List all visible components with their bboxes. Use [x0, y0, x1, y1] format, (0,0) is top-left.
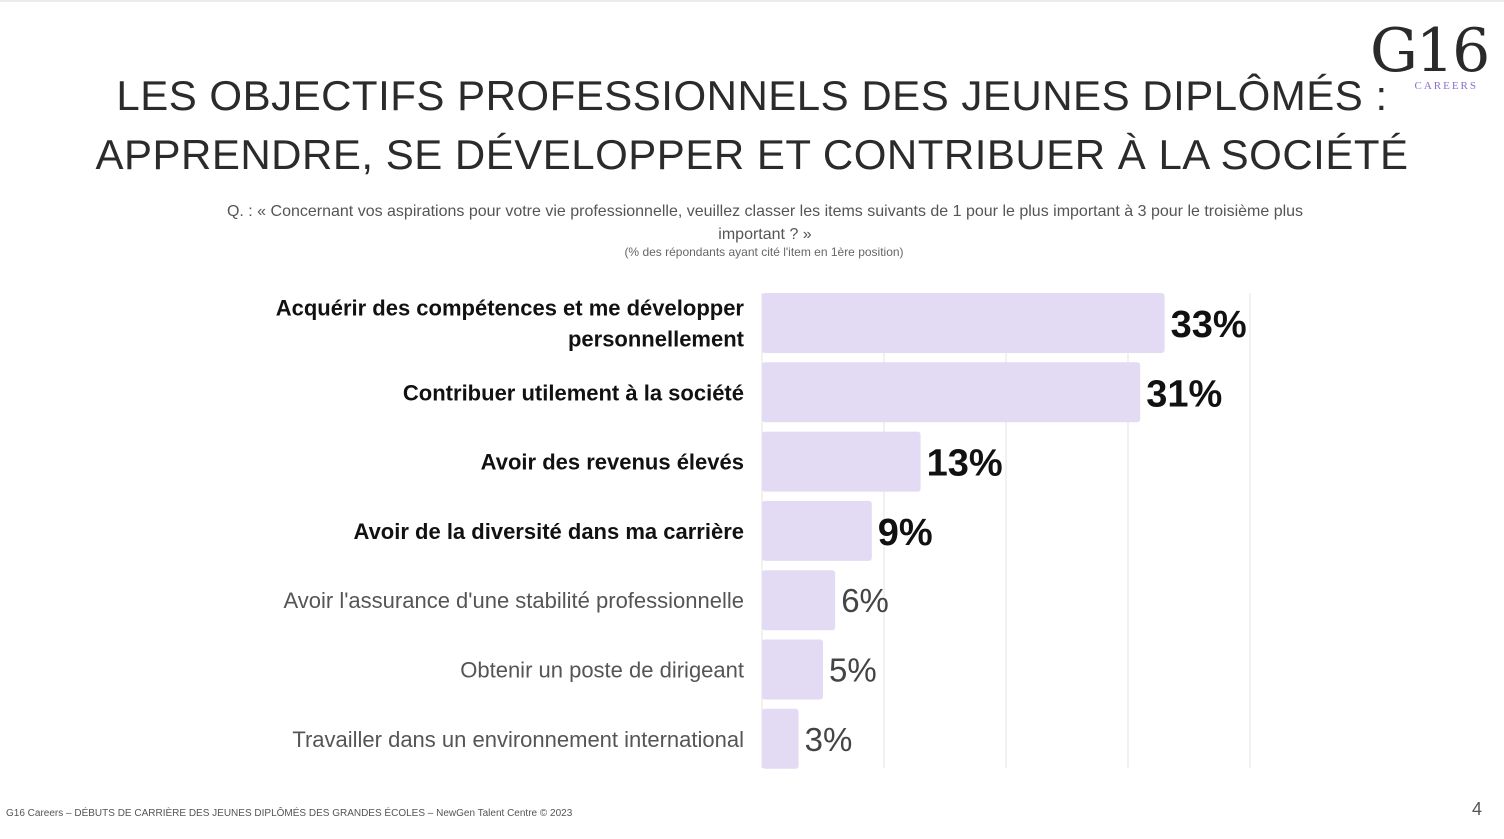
value-label-4: 9%	[878, 512, 933, 554]
category-label-7-line-1: Travailler dans un environnement interna…	[292, 727, 744, 752]
bar-6	[762, 639, 823, 700]
logo-subtitle: CAREERS	[1414, 80, 1478, 92]
bar-layer	[762, 293, 1165, 769]
survey-note: (% des répondants ayant cité l'item en 1…	[624, 245, 904, 259]
slide-title-line-1: LES OBJECTIFS PROFESSIONNELS DES JEUNES …	[116, 72, 1388, 119]
category-label-5-line-1: Avoir l'assurance d'une stabilité profes…	[284, 588, 745, 613]
value-label-6: 5%	[829, 652, 877, 689]
category-label-4-line-1: Avoir de la diversité dans ma carrière	[354, 519, 745, 544]
page-number: 4	[1471, 799, 1482, 819]
category-label-6: Obtenir un poste de dirigeant	[460, 658, 744, 683]
category-label-3: Avoir des revenus élevés	[481, 450, 744, 475]
value-label-2: 31%	[1146, 373, 1222, 415]
slide-title: LES OBJECTIFS PROFESSIONNELS DES JEUNES …	[0, 66, 1504, 184]
logo-mark: G16	[1370, 16, 1490, 86]
bar-2	[762, 362, 1141, 423]
category-label-1-line-2: personnellement	[568, 327, 745, 352]
bar-3	[762, 431, 921, 492]
category-label-1: Acquérir des compétences et me développe…	[276, 296, 745, 352]
top-rule	[0, 0, 1504, 2]
category-label-2: Contribuer utilement à la société	[403, 380, 744, 405]
category-label-7: Travailler dans un environnement interna…	[292, 727, 744, 752]
footer-text: G16 Careers – DÉBUTS DE CARRIÈRE DES JEU…	[6, 808, 573, 819]
value-label-7: 3%	[805, 721, 853, 758]
bar-1	[762, 293, 1165, 353]
slide-title-line-2: APPRENDRE, SE DÉVELOPPER ET CONTRIBUER À…	[95, 131, 1409, 178]
category-label-3-line-1: Avoir des revenus élevés	[481, 450, 744, 475]
category-label-6-line-1: Obtenir un poste de dirigeant	[460, 658, 744, 683]
bar-5	[762, 570, 836, 631]
category-label-2-line-1: Contribuer utilement à la société	[403, 380, 744, 405]
survey-question: Q. : « Concernant vos aspirations pour v…	[226, 203, 1304, 243]
category-label-1-line-1: Acquérir des compétences et me développe…	[276, 296, 745, 321]
g16-careers-logo: G16 CAREERS	[1370, 16, 1490, 92]
bar-4	[762, 500, 872, 561]
value-label-1: 33%	[1171, 304, 1247, 346]
value-label-3: 13%	[927, 443, 1003, 485]
label-layer: 33% Acquérir des compétences et me dévelo…	[276, 296, 1247, 758]
bar-7	[762, 708, 799, 769]
category-label-5: Avoir l'assurance d'une stabilité profes…	[284, 588, 745, 613]
category-label-4: Avoir de la diversité dans ma carrière	[354, 519, 745, 544]
value-label-5: 6%	[841, 582, 889, 619]
